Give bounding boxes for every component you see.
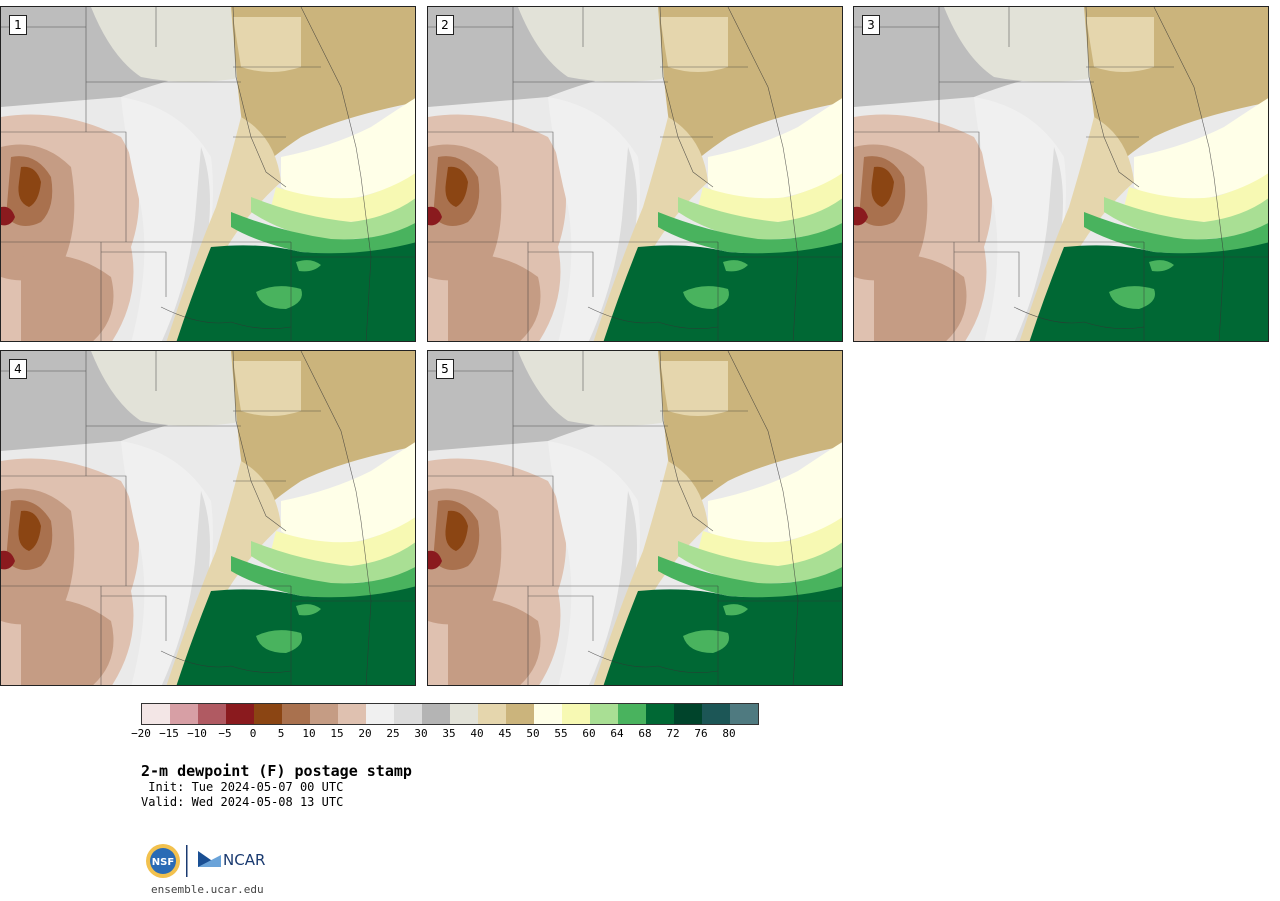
- init-time: Init: Tue 2024-05-07 00 UTC: [141, 780, 344, 794]
- colorbar-swatch: [590, 704, 618, 724]
- colorbar-tick-label: 50: [526, 727, 540, 740]
- colorbar-tick-labels: −20 −15 −10 −5 0 5 10 15 20 25 30 35 40 45 50 55 60 64 68 7…: [131, 727, 761, 741]
- dewpoint-map: [428, 7, 842, 341]
- site-url: ensemble.ucar.edu: [151, 883, 264, 896]
- colorbar-swatch: [506, 704, 534, 724]
- colorbar-tick-label: 80: [722, 727, 736, 740]
- colorbar-swatch: [674, 704, 702, 724]
- colorbar-tick-label: 64: [610, 727, 624, 740]
- colorbar-tick-label: −15: [159, 727, 179, 740]
- colorbar-swatch: [534, 704, 562, 724]
- colorbar-swatch: [450, 704, 478, 724]
- colorbar-swatch: [142, 704, 170, 724]
- member-number-label: 2: [436, 15, 454, 35]
- dewpoint-map: [428, 351, 842, 685]
- nsf-logo-text: NSF: [152, 857, 174, 868]
- colorbar-swatch: [254, 704, 282, 724]
- colorbar-swatch: [226, 704, 254, 724]
- colorbar-swatch: [730, 704, 758, 724]
- colorbar-tick-label: 20: [358, 727, 372, 740]
- colorbar-swatch: [562, 704, 590, 724]
- ensemble-member-panel: 3: [853, 6, 1269, 342]
- colorbar-tick-label: 76: [694, 727, 708, 740]
- valid-time: Valid: Wed 2024-05-08 13 UTC: [141, 795, 344, 809]
- colorbar-tick-label: 35: [442, 727, 456, 740]
- colorbar-tick-label: 10: [302, 727, 316, 740]
- colorbar-swatch: [310, 704, 338, 724]
- dewpoint-map: [1, 351, 415, 685]
- logos: NSF NCAR: [145, 843, 275, 881]
- colorbar-tick-label: 0: [249, 727, 257, 740]
- colorbar-tick-label: 25: [386, 727, 400, 740]
- nsf-logo-icon: NSF: [146, 844, 180, 878]
- dewpoint-map: [854, 7, 1268, 341]
- ensemble-member-panel: 4: [0, 350, 416, 686]
- ensemble-member-panel: 2: [427, 6, 843, 342]
- colorbar-swatch: [366, 704, 394, 724]
- colorbar-tick-label: 55: [554, 727, 568, 740]
- dewpoint-map: [1, 7, 415, 341]
- ensemble-member-panel: 1: [0, 6, 416, 342]
- colorbar-tick-label: 68: [638, 727, 652, 740]
- colorbar-tick-label: 30: [414, 727, 428, 740]
- ncar-logo-text: NCAR: [223, 851, 265, 869]
- colorbar-tick-label: 15: [330, 727, 344, 740]
- colorbar-tick-label: 40: [470, 727, 484, 740]
- colorbar-swatch: [170, 704, 198, 724]
- colorbar-swatch: [198, 704, 226, 724]
- member-number-label: 4: [9, 359, 27, 379]
- colorbar-tick-label: 5: [277, 727, 285, 740]
- colorbar-swatch: [394, 704, 422, 724]
- colorbar-swatch: [422, 704, 450, 724]
- colorbar-tick-label: 45: [498, 727, 512, 740]
- colorbar-swatch: [478, 704, 506, 724]
- colorbar-tick-label: 72: [666, 727, 680, 740]
- colorbar-tick-label: −5: [218, 727, 232, 740]
- ncar-logo-icon: NCAR: [198, 851, 265, 869]
- member-number-label: 5: [436, 359, 454, 379]
- chart-title: 2-m dewpoint (F) postage stamp: [141, 762, 412, 780]
- colorbar-tick-label: −10: [187, 727, 207, 740]
- colorbar-swatch: [646, 704, 674, 724]
- dewpoint-colorbar: [141, 703, 759, 725]
- colorbar-tick-label: 60: [582, 727, 596, 740]
- colorbar-swatch: [282, 704, 310, 724]
- colorbar-swatch: [338, 704, 366, 724]
- ensemble-member-panel: 5: [427, 350, 843, 686]
- member-number-label: 3: [862, 15, 880, 35]
- member-number-label: 1: [9, 15, 27, 35]
- colorbar-swatch: [702, 704, 730, 724]
- colorbar-swatch: [618, 704, 646, 724]
- colorbar-tick-label: −20: [131, 727, 151, 740]
